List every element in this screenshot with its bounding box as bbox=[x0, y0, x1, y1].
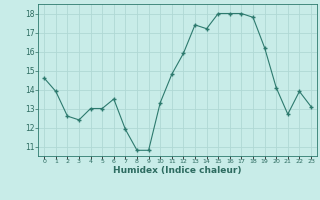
X-axis label: Humidex (Indice chaleur): Humidex (Indice chaleur) bbox=[113, 166, 242, 175]
